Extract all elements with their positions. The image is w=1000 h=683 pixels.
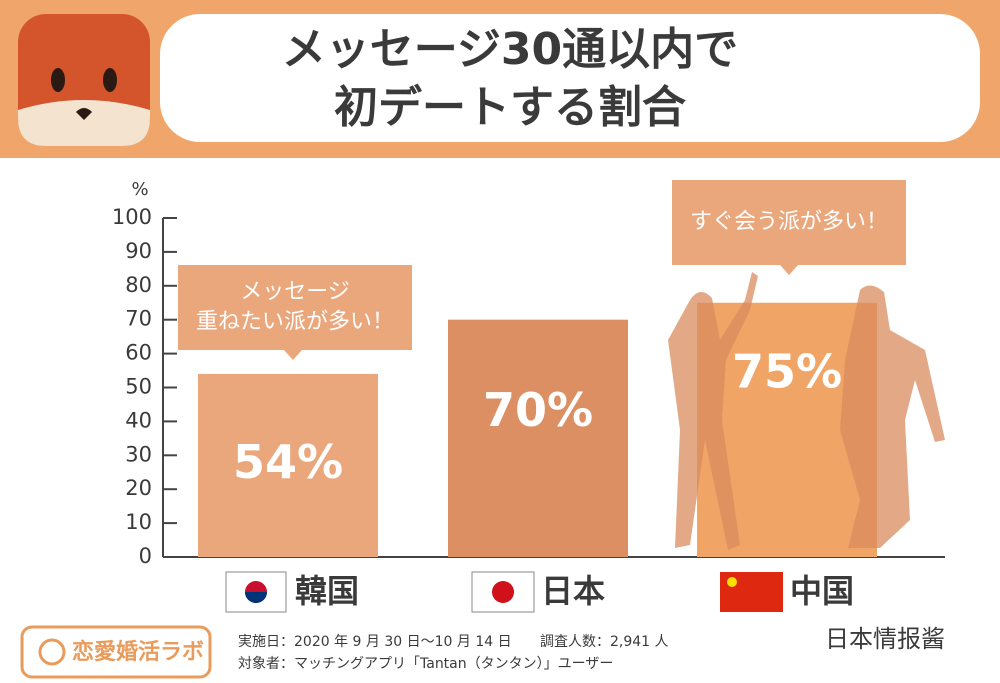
person (840, 285, 945, 548)
value-label: 70% (483, 383, 593, 437)
callout-pointer (780, 265, 798, 275)
y-tick-label: 20 (125, 476, 152, 500)
annotation: すぐ会う派が多い！ (690, 210, 888, 235)
footer-target: 対象者：マッチングアプリ「Tantan（タンタン）」ユーザー (238, 656, 613, 672)
flag-korea (225, 571, 287, 613)
bar (198, 373, 378, 557)
value-label: 54% (233, 435, 343, 489)
title-line: メッセージ30通以内で (282, 24, 738, 75)
logo: 恋愛婚活ラボ (20, 625, 212, 679)
y-tick-label: 50 (125, 375, 152, 399)
title-box (160, 14, 980, 142)
x-tick-label: 韓国 (295, 572, 359, 610)
app-icon (18, 14, 150, 146)
annotation: 重ねたい派が多い！ (196, 310, 394, 335)
footer-date: 実施日：2020 年 9 月 30 日〜10 月 14 日 (238, 634, 512, 650)
callout-pointer (284, 350, 302, 360)
logo-text: 恋愛婚活ラボ (72, 639, 204, 665)
x-tick-label: 中国 (790, 572, 854, 610)
watermark: 日本情报酱 (825, 625, 945, 653)
footer-count: 調査人数：2,941 人 (540, 634, 669, 650)
illustration (668, 272, 945, 550)
y-tick-label: 90 (125, 239, 152, 263)
y-tick-label: 80 (125, 273, 152, 297)
y-tick-label: 0 (139, 544, 152, 568)
callout-box (672, 180, 906, 265)
y-tick-label: 40 (125, 408, 152, 432)
y-tick-label: 70 (125, 307, 152, 331)
y-unit: % (131, 179, 148, 200)
bar (448, 319, 628, 557)
title-line: 初デートする割合 (334, 82, 686, 133)
y-tick-label: 100 (112, 205, 152, 229)
callout-box (178, 265, 412, 350)
x-tick-label: 日本 (541, 572, 605, 610)
value-label: 75% (732, 344, 842, 398)
annotation: メッセージ (240, 280, 350, 305)
plot: 0 10 20 30 40 50 60 70 80 90 100 54% 韓国 70% 日本 75% 中国 メッセ… (112, 180, 945, 610)
y-tick-label: 10 (125, 510, 152, 534)
flag-china (720, 572, 783, 612)
flag-japan (471, 571, 535, 613)
y-tick-label: 30 (125, 442, 152, 466)
y-tick-label: 60 (125, 341, 152, 365)
person (668, 272, 758, 550)
